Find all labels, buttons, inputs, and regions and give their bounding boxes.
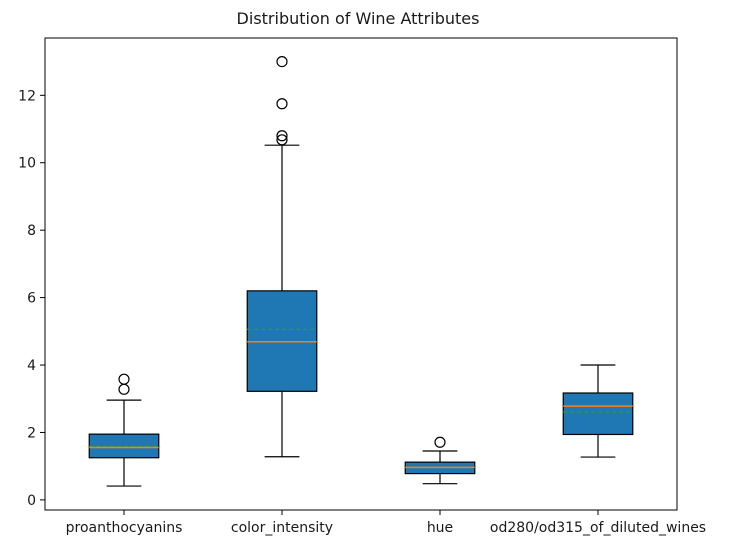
y-tick-label: 6 (27, 291, 36, 307)
x-tick-label: proanthocyanins (66, 520, 183, 536)
x-tick-label: od280/od315_of_diluted_wines (490, 520, 706, 536)
box-od280-od315-of-diluted-wines (562, 364, 634, 458)
outlier-point (118, 383, 130, 395)
x-tick-label: color_intensity (231, 520, 333, 536)
chart-title: Distribution of Wine Attributes (237, 9, 480, 28)
box-proanthocyanins (88, 373, 160, 487)
y-tick-label: 2 (27, 425, 36, 441)
y-tick-label: 12 (18, 88, 36, 104)
outlier-point (118, 373, 130, 385)
outlier-point (434, 436, 446, 448)
box-hue (404, 436, 476, 485)
outlier-point (276, 55, 288, 68)
outlier-point (276, 134, 288, 146)
box-color-intensity (246, 55, 318, 458)
x-axis: proanthocyanins color_intensity hue od280/o… (66, 510, 706, 536)
plot-frame (44, 37, 678, 511)
y-tick-label: 0 (27, 493, 36, 509)
y-axis: 0 2 4 6 8 10 12 (18, 88, 45, 509)
y-tick-label: 10 (18, 156, 36, 172)
box-iqr (562, 392, 634, 436)
outlier-point (276, 98, 288, 110)
y-tick-label: 4 (27, 358, 36, 374)
y-tick-label: 8 (27, 223, 36, 239)
box-plots (88, 55, 634, 487)
x-tick-label: hue (427, 520, 453, 536)
outlier-point (276, 130, 288, 142)
